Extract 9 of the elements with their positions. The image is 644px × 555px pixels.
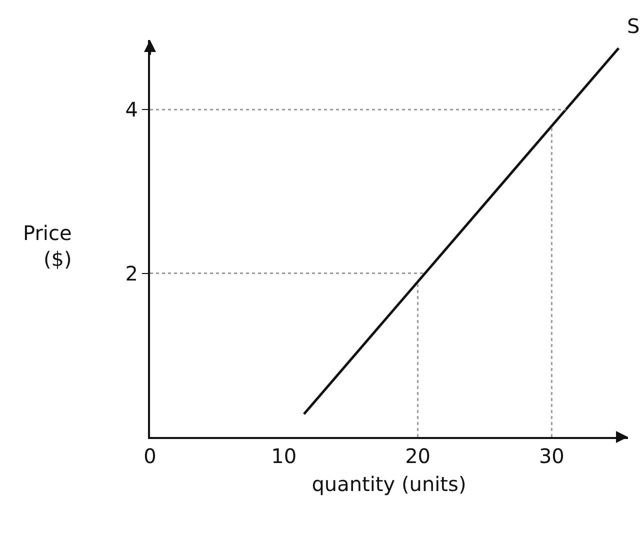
y-axis-title: Price ($) — [23, 221, 72, 271]
x-axis-title: quantity (units) — [312, 472, 466, 496]
text: S — [627, 14, 640, 38]
y-tick-label: 2 — [125, 261, 138, 286]
x-tick-label: 10 — [271, 444, 297, 468]
y-tick-label: 4 — [125, 98, 138, 122]
x-tick-label: 0 — [144, 444, 156, 468]
x-tick-label: 30 — [538, 444, 564, 468]
x-tick-label: 20 — [405, 444, 431, 468]
